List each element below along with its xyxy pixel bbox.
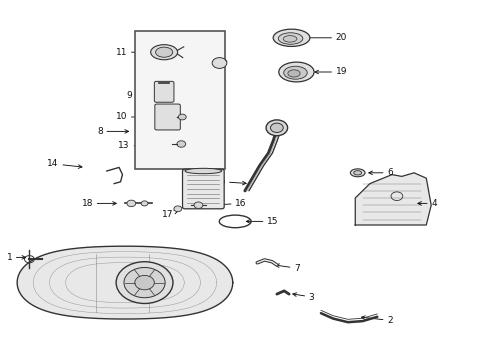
Polygon shape [17,246,233,319]
Text: 7: 7 [276,264,300,273]
Circle shape [124,267,165,298]
Ellipse shape [278,33,303,44]
Text: 8: 8 [97,127,128,136]
Ellipse shape [151,45,177,60]
Text: 19: 19 [315,68,347,77]
Circle shape [141,201,148,206]
Circle shape [177,141,186,147]
Text: 16: 16 [215,199,246,208]
FancyBboxPatch shape [155,104,180,130]
Ellipse shape [354,171,362,175]
FancyBboxPatch shape [182,169,224,209]
Circle shape [270,123,283,132]
Bar [135,31,225,169]
FancyBboxPatch shape [154,81,174,102]
Text: 12: 12 [207,55,224,64]
Text: 11: 11 [116,48,143,57]
Text: 6: 6 [369,168,393,177]
Ellipse shape [279,62,314,82]
Text: 13: 13 [119,141,150,150]
Polygon shape [355,173,431,225]
Text: 4: 4 [418,199,437,208]
Text: 1: 1 [6,253,25,262]
Circle shape [135,275,154,290]
Ellipse shape [284,66,307,79]
Ellipse shape [156,47,172,57]
Circle shape [174,206,182,212]
Text: 3: 3 [293,292,315,302]
Text: 2: 2 [362,316,392,325]
Text: 20: 20 [305,33,347,42]
Ellipse shape [185,168,221,174]
Text: 18: 18 [82,199,116,208]
Ellipse shape [288,70,300,77]
Circle shape [194,202,203,208]
Text: 14: 14 [48,159,82,168]
Text: 15: 15 [246,217,278,226]
Circle shape [178,114,186,120]
Ellipse shape [273,29,310,46]
Text: 9: 9 [126,91,150,100]
Text: 10: 10 [116,112,150,121]
Circle shape [212,58,227,68]
Ellipse shape [350,169,365,177]
Circle shape [266,120,288,136]
Ellipse shape [283,36,297,42]
Text: 5: 5 [220,177,246,186]
Text: 17: 17 [163,210,178,219]
Circle shape [116,262,173,303]
Circle shape [127,200,136,207]
